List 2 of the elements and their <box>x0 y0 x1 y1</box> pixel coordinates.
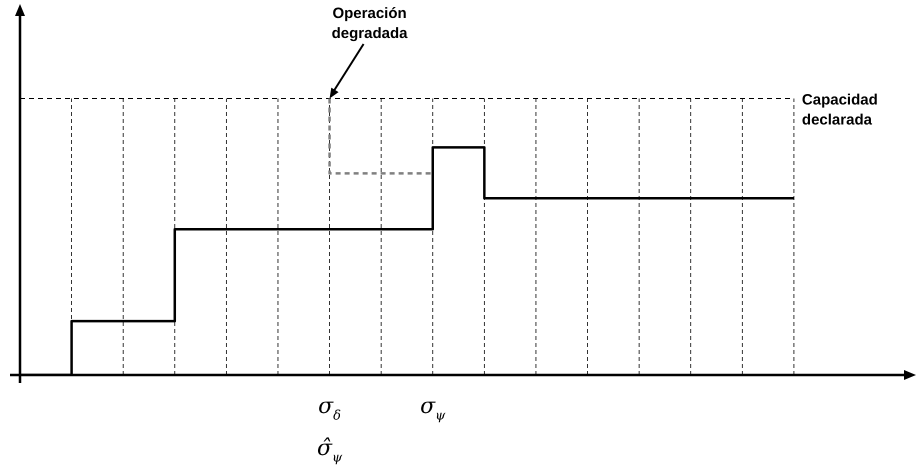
annotation: Operación degradada <box>332 5 408 42</box>
ref-line-label: Capacidad declarada <box>802 91 878 128</box>
